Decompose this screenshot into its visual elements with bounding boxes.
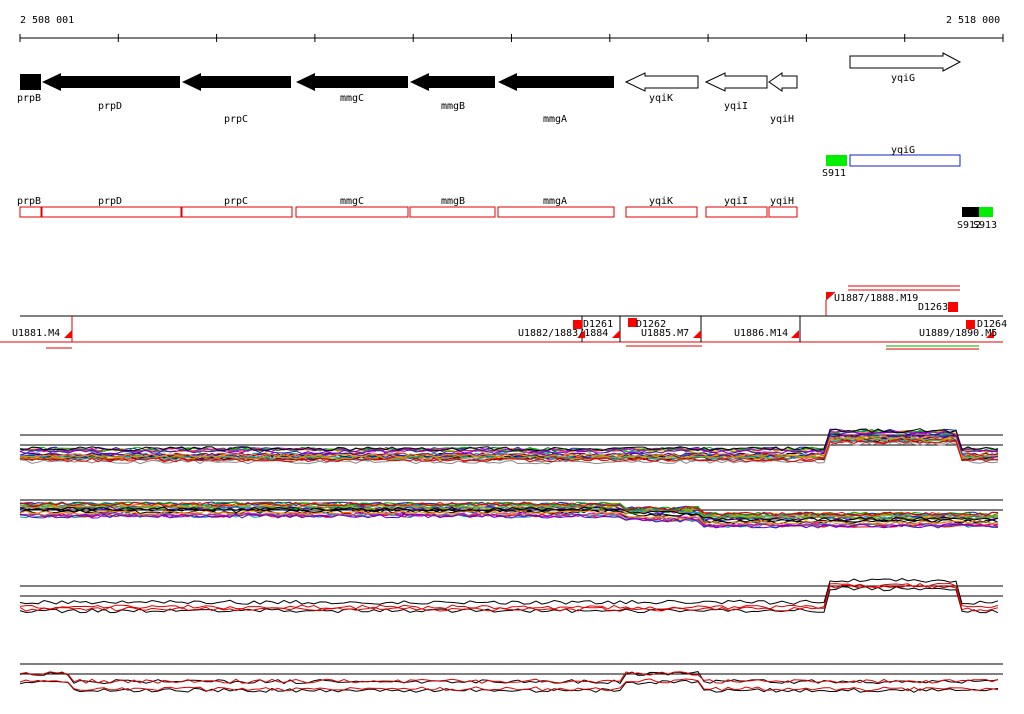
annotation-box-mmgB[interactable] [409, 206, 496, 218]
tu-label-U1889: U1889/1890.M5 [919, 328, 997, 339]
expression-trace [19, 441, 999, 465]
expression-trace [19, 510, 999, 526]
annotation-label-yqiK: yqiK [649, 196, 673, 207]
gene-yqiI[interactable] [704, 72, 768, 92]
terminator-D1264[interactable] [966, 320, 975, 329]
expression-trace [19, 578, 999, 605]
gene-mmgB[interactable] [410, 73, 495, 91]
expression-panel [19, 428, 1003, 465]
annotation-label-mmgB: mmgB [441, 196, 465, 207]
gene-label-yqiG: yqiG [891, 73, 915, 84]
annotation-label-yqiI: yqiI [724, 196, 748, 207]
terminator-D1262[interactable] [628, 318, 637, 327]
green-label-S911: S911 [822, 168, 846, 179]
annotation-box-mmgA[interactable] [497, 206, 615, 218]
expression-panel [19, 499, 1003, 529]
green-feature-S911[interactable] [826, 155, 847, 166]
gene-yqiH[interactable] [768, 72, 798, 92]
expression-trace [19, 513, 999, 529]
expression-panel [19, 663, 1003, 693]
ruler-end-label: 2 518 000 [946, 15, 1000, 26]
annotation-box-mmgC[interactable] [295, 206, 409, 218]
expression-trace [19, 678, 999, 692]
expression-trace [19, 506, 999, 522]
gene-prpC[interactable] [182, 73, 291, 91]
gene-label-prpC: prpC [224, 114, 248, 125]
ruler-start-label: 2 508 001 [20, 15, 74, 26]
promoter-marker [826, 292, 834, 300]
gene-track: prpB prpD prpC mmgC mmgB mmgA yqiK yqiI … [17, 52, 962, 125]
promoter-marker [986, 330, 994, 338]
expression-trace [19, 586, 999, 614]
tu-label-U1887: U1887/1888.M19 [834, 293, 918, 304]
terminator-D1263[interactable] [948, 302, 958, 312]
expression-trace [19, 504, 999, 520]
gene-label-prpD: prpD [98, 101, 122, 112]
green-feature-S913[interactable] [979, 207, 993, 217]
tu-label-D1261: D1261 [583, 319, 613, 330]
annotation-box-prpB[interactable] [19, 206, 42, 218]
tu-label-U1886: U1886.M14 [734, 328, 788, 339]
expression-panel [19, 578, 1003, 614]
expression-trace [19, 511, 999, 527]
green-label-S913: S913 [973, 220, 997, 231]
gene-label-prpB: prpB [17, 93, 41, 104]
annotation-label-prpB: prpB [17, 196, 41, 207]
expression-trace [19, 679, 999, 693]
annotation-box-yqiK[interactable] [625, 206, 698, 218]
blue-feature-yqiG[interactable] [849, 154, 961, 167]
tu-label-D1262: D1262 [636, 319, 666, 330]
annotation-label-yqiH: yqiH [770, 196, 794, 207]
gene-label-yqiK: yqiK [649, 93, 673, 104]
gene-yqiG[interactable] [849, 52, 962, 72]
feature-S912[interactable] [962, 207, 979, 217]
gene-prpD[interactable] [42, 73, 180, 91]
expression-trace [19, 501, 998, 517]
annotation-track: prpB prpD prpC mmgC mmgB mmgA yqiK yqiI … [17, 196, 798, 218]
promoter-marker [693, 330, 701, 338]
transcription-unit-track: U1881.M4 U1882/1883/1884 D1261 D1262 U18… [0, 285, 1007, 350]
tu-label-D1264: D1264 [977, 319, 1007, 330]
gene-label-mmgA: mmgA [543, 114, 567, 125]
annotation-label-mmgC: mmgC [340, 196, 364, 207]
terminator-D1261[interactable] [573, 320, 582, 329]
gene-label-mmgB: mmgB [441, 101, 465, 112]
feature-track: yqiG S911 S912 S913 [822, 145, 997, 231]
gene-label-yqiI: yqiI [724, 101, 748, 112]
expression-trace [19, 671, 999, 684]
gene-yqiK[interactable] [624, 72, 699, 92]
expression-trace [19, 584, 999, 612]
promoter-marker [791, 330, 799, 338]
expression-trace [19, 428, 999, 452]
gene-label-mmgC: mmgC [340, 93, 364, 104]
promoter-marker [577, 330, 585, 338]
annotation-box-prpD[interactable] [41, 206, 182, 218]
promoter-marker [612, 330, 620, 338]
blue-feature-label: yqiG [891, 145, 915, 156]
expression-trace [19, 439, 999, 463]
expression-trace [19, 428, 999, 452]
expression-trace [19, 431, 999, 455]
tu-label-U1882: U1882/1883/1884 [518, 328, 608, 339]
tu-label-U1885: U1885.M7 [641, 328, 689, 339]
annotation-box-yqiI[interactable] [705, 206, 768, 218]
expression-panels [19, 428, 1003, 693]
green-label-S912: S912 [957, 220, 981, 231]
gene-prpB[interactable] [20, 74, 41, 90]
annotation-box-prpC[interactable] [181, 206, 293, 218]
annotation-label-prpD: prpD [98, 196, 122, 207]
promoter-marker [64, 330, 72, 338]
expression-trace [19, 435, 999, 459]
annotation-box-yqiH[interactable] [768, 206, 798, 218]
coordinate-ruler: 2 508 001 2 518 000 [19, 15, 1004, 42]
gene-mmgC[interactable] [296, 73, 408, 91]
annotation-label-mmgA: mmgA [543, 196, 567, 207]
annotation-label-prpC: prpC [224, 196, 248, 207]
gene-mmgA[interactable] [498, 73, 614, 91]
tu-label-U1881: U1881.M4 [12, 328, 60, 339]
gene-label-yqiH: yqiH [770, 114, 794, 125]
tu-label-D1263: D1263 [918, 302, 948, 313]
